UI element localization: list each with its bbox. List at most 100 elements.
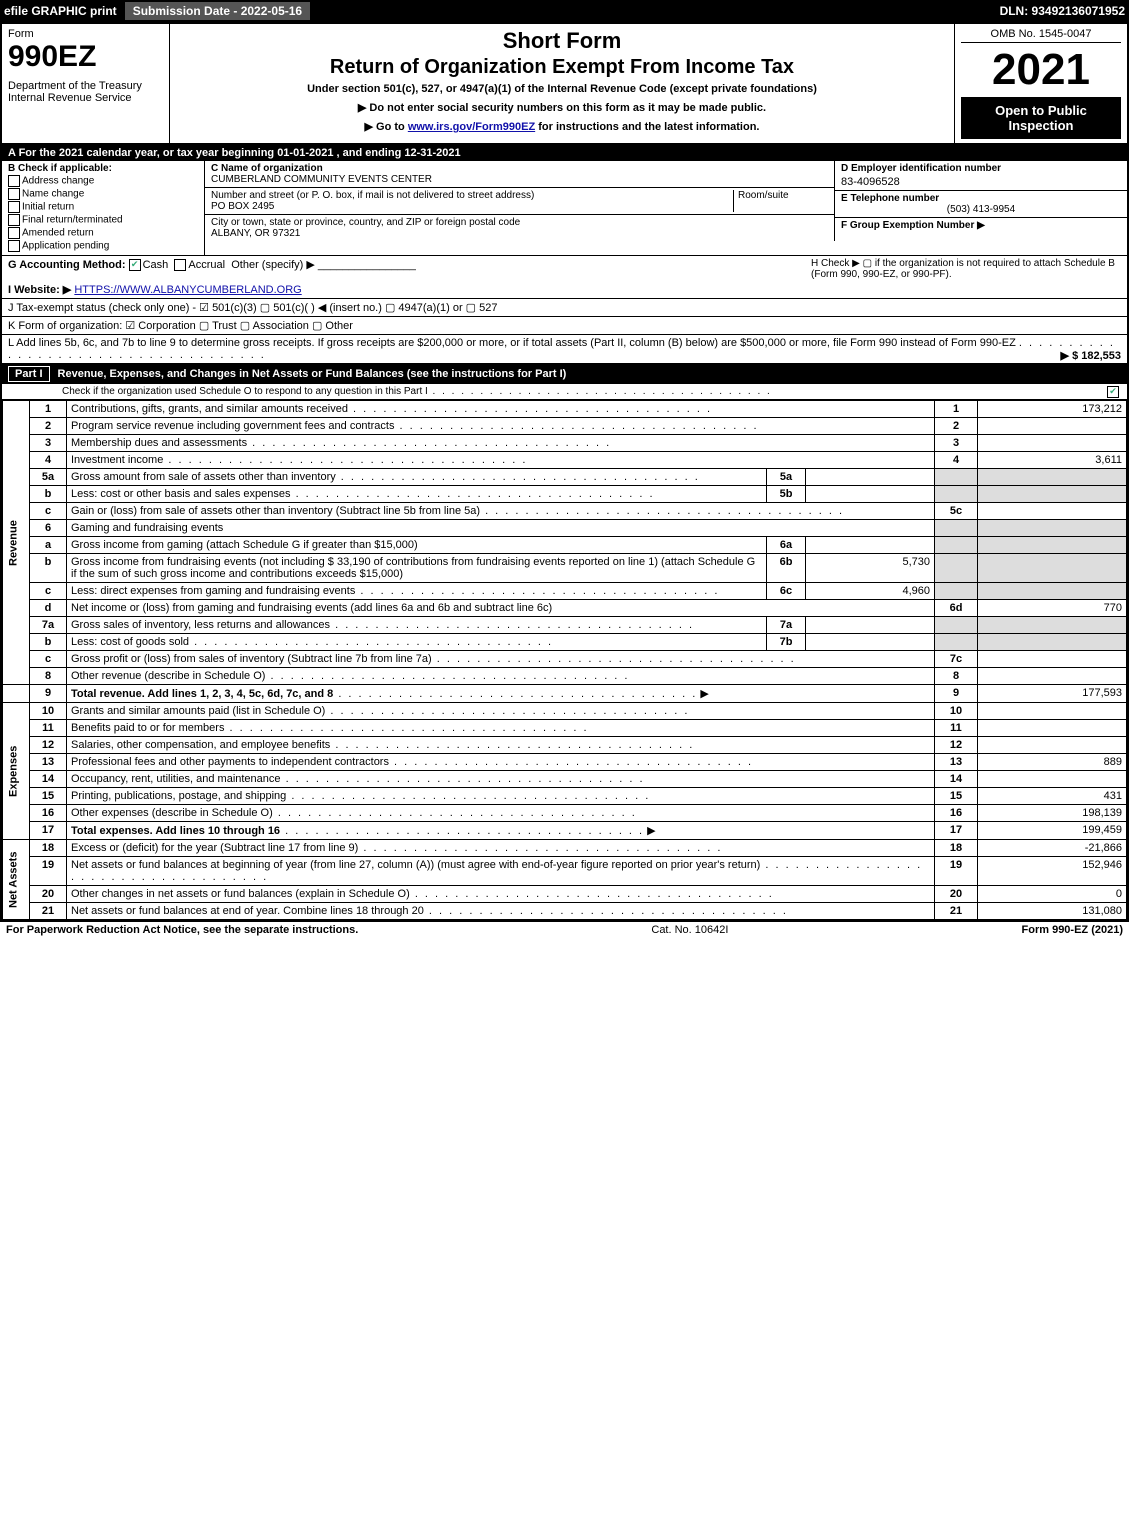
form-header: Form 990EZ Department of the Treasury In… xyxy=(2,24,1127,145)
ln-4-val: 3,611 xyxy=(978,452,1127,469)
chk-accrual[interactable] xyxy=(174,259,186,271)
chk-initial-return[interactable]: Initial return xyxy=(8,201,198,213)
ln-8-desc: Other revenue (describe in Schedule O) xyxy=(71,670,265,682)
chk-amended-return[interactable]: Amended return xyxy=(8,227,198,239)
ln-1-num: 1 xyxy=(30,401,67,418)
ln-16-desc: Other expenses (describe in Schedule O) xyxy=(71,807,273,819)
subtitle: Under section 501(c), 527, or 4947(a)(1)… xyxy=(176,83,948,95)
part1-sub: Check if the organization used Schedule … xyxy=(2,384,1127,400)
tax-year: 2021 xyxy=(961,45,1121,95)
ln-2-val xyxy=(978,418,1127,435)
row-A: A For the 2021 calendar year, or tax yea… xyxy=(2,145,1127,161)
footer-formref: Form 990-EZ (2021) xyxy=(1022,924,1123,936)
chk-application-pending[interactable]: Application pending xyxy=(8,240,198,252)
ln-15-val: 431 xyxy=(978,788,1127,805)
ln-6d-desc: Net income or (loss) from gaming and fun… xyxy=(71,602,552,614)
ln-14-val xyxy=(978,771,1127,788)
form-container: Form 990EZ Department of the Treasury In… xyxy=(0,22,1129,922)
ln-1-val: 173,212 xyxy=(978,401,1127,418)
ln-1-desc: Contributions, gifts, grants, and simila… xyxy=(71,403,348,415)
ln-21-val: 131,080 xyxy=(978,903,1127,920)
col-CDEF: C Name of organization CUMBERLAND COMMUN… xyxy=(205,161,1127,255)
C-city-label: City or town, state or province, country… xyxy=(211,217,520,228)
dept-treasury: Department of the Treasury xyxy=(8,80,163,92)
footer-left: For Paperwork Reduction Act Notice, see … xyxy=(6,924,358,936)
ln-5b-mv xyxy=(806,486,935,503)
form-number: 990EZ xyxy=(8,40,163,74)
H-text: H Check ▶ ▢ if the organization is not r… xyxy=(805,258,1121,296)
ln-6a-mv xyxy=(806,537,935,554)
ln-7c-desc: Gross profit or (loss) from sales of inv… xyxy=(71,653,432,665)
header-center: Short Form Return of Organization Exempt… xyxy=(170,24,954,143)
ln-6c-desc: Less: direct expenses from gaming and fu… xyxy=(71,585,355,597)
ln-4-desc: Investment income xyxy=(71,454,163,466)
ln-6a-desc: Gross income from gaming (attach Schedul… xyxy=(71,539,418,551)
title-return: Return of Organization Exempt From Incom… xyxy=(176,56,948,79)
chk-final-return[interactable]: Final return/terminated xyxy=(8,214,198,226)
col-B: B Check if applicable: Address change Na… xyxy=(2,161,205,255)
section-B-to-F: B Check if applicable: Address change Na… xyxy=(2,161,1127,256)
row-K: K Form of organization: ☑ Corporation ▢ … xyxy=(2,317,1127,335)
ln-6-desc: Gaming and fundraising events xyxy=(67,520,935,537)
ln-6d-val: 770 xyxy=(978,600,1127,617)
website-link[interactable]: HTTPS://WWW.ALBANYCUMBERLAND.ORG xyxy=(74,284,301,296)
note-ssn: ▶ Do not enter social security numbers o… xyxy=(176,101,948,114)
C-name-label: C Name of organization xyxy=(211,163,323,174)
ln-3-desc: Membership dues and assessments xyxy=(71,437,247,449)
omb-number: OMB No. 1545-0047 xyxy=(961,28,1121,43)
top-bar: efile GRAPHIC print Submission Date - 20… xyxy=(0,0,1129,22)
ln-5c-val xyxy=(978,503,1127,520)
D-label: D Employer identification number xyxy=(841,163,1121,174)
ln-5a-desc: Gross amount from sale of assets other t… xyxy=(71,471,336,483)
header-right: OMB No. 1545-0047 2021 Open to Public In… xyxy=(954,24,1127,143)
footer-catno: Cat. No. 10642I xyxy=(651,924,728,936)
ln-20-desc: Other changes in net assets or fund bala… xyxy=(71,888,410,900)
ln-3-val xyxy=(978,435,1127,452)
ln-5c-desc: Gain or (loss) from sale of assets other… xyxy=(71,505,480,517)
open-public-inspection: Open to Public Inspection xyxy=(961,97,1121,139)
ln-7b-desc: Less: cost of goods sold xyxy=(71,636,189,648)
ln-6b-mv: 5,730 xyxy=(806,554,935,583)
ln-11-desc: Benefits paid to or for members xyxy=(71,722,224,734)
ln-18-desc: Excess or (deficit) for the year (Subtra… xyxy=(71,842,358,854)
ln-5a-mv xyxy=(806,469,935,486)
org-name: CUMBERLAND COMMUNITY EVENTS CENTER xyxy=(211,174,432,185)
row-L: L Add lines 5b, 6c, and 7b to line 9 to … xyxy=(2,335,1127,364)
ln-11-val xyxy=(978,720,1127,737)
footer: For Paperwork Reduction Act Notice, see … xyxy=(0,922,1129,938)
C-room-label: Room/suite xyxy=(738,190,789,201)
row-J: J Tax-exempt status (check only one) - ☑… xyxy=(2,299,1127,317)
ln-1-rn: 1 xyxy=(935,401,978,418)
side-netassets: Net Assets xyxy=(3,840,30,920)
ln-19-val: 152,946 xyxy=(978,857,1127,886)
ln-15-desc: Printing, publications, postage, and shi… xyxy=(71,790,286,802)
side-expenses: Expenses xyxy=(3,703,30,840)
lines-table: Revenue 1 Contributions, gifts, grants, … xyxy=(2,400,1127,920)
dln-label: DLN: 93492136071952 xyxy=(1000,4,1125,18)
dept-irs: Internal Revenue Service xyxy=(8,92,163,104)
telephone-value: (503) 413-9954 xyxy=(841,204,1121,215)
part1-header: Part I Revenue, Expenses, and Changes in… xyxy=(2,364,1127,384)
side-revenue: Revenue xyxy=(3,401,30,685)
chk-address-change[interactable]: Address change xyxy=(8,175,198,187)
irs-link[interactable]: www.irs.gov/Form990EZ xyxy=(408,121,535,133)
ln-7a-mv xyxy=(806,617,935,634)
ln-7b-mv xyxy=(806,634,935,651)
ln-16-val: 198,139 xyxy=(978,805,1127,822)
G-other: Other (specify) ▶ xyxy=(231,259,315,271)
ln-7c-val xyxy=(978,651,1127,668)
ln-10-val xyxy=(978,703,1127,720)
chk-cash[interactable] xyxy=(129,259,141,271)
C-street-label: Number and street (or P. O. box, if mail… xyxy=(211,190,534,201)
form-word: Form xyxy=(8,28,163,40)
submission-date-box: Submission Date - 2022-05-16 xyxy=(125,2,310,20)
ln-5b-desc: Less: cost or other basis and sales expe… xyxy=(71,488,291,500)
ln-13-val: 889 xyxy=(978,754,1127,771)
ln-21-desc: Net assets or fund balances at end of ye… xyxy=(71,905,424,917)
ln-19-desc: Net assets or fund balances at beginning… xyxy=(71,859,760,871)
ln-13-desc: Professional fees and other payments to … xyxy=(71,756,389,768)
part1-title: Revenue, Expenses, and Changes in Net As… xyxy=(58,368,567,380)
ln-20-val: 0 xyxy=(978,886,1127,903)
chk-schedule-o[interactable] xyxy=(1107,386,1119,398)
chk-name-change[interactable]: Name change xyxy=(8,188,198,200)
